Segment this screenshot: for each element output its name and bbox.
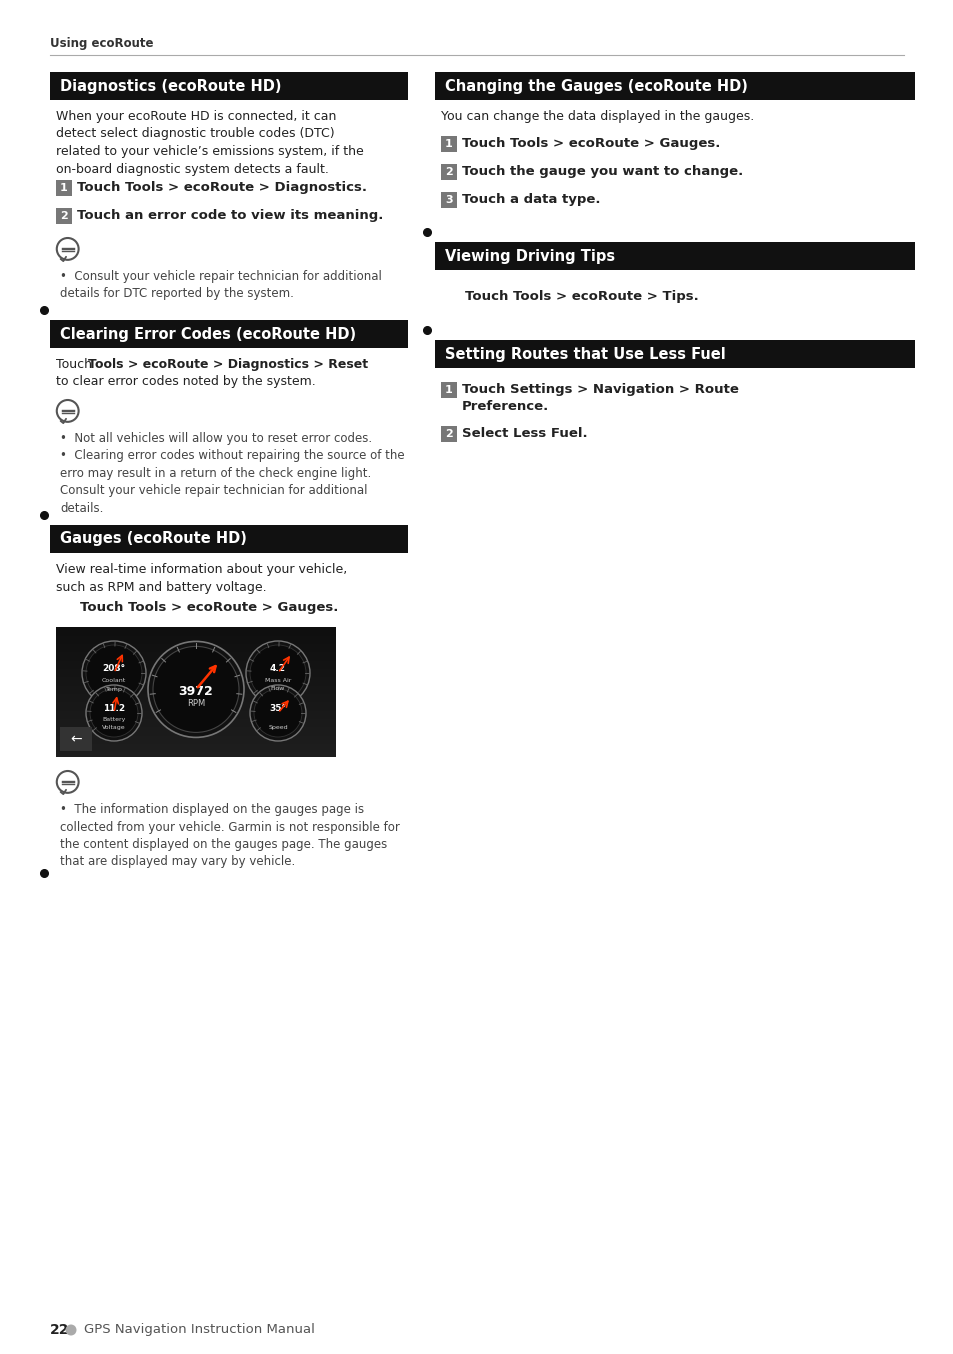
Bar xyxy=(50,72,408,100)
Text: ←: ← xyxy=(71,733,82,746)
Text: Touch an error code to view its meaning.: Touch an error code to view its meaning. xyxy=(77,209,383,222)
Circle shape xyxy=(152,646,239,733)
Bar xyxy=(60,727,91,751)
Text: 1: 1 xyxy=(60,183,68,194)
Bar xyxy=(440,135,456,152)
Text: Touch Tools > ecoRoute > Gauges.: Touch Tools > ecoRoute > Gauges. xyxy=(80,601,338,613)
Bar xyxy=(56,209,71,223)
Text: Touch a data type.: Touch a data type. xyxy=(461,194,599,206)
Bar xyxy=(50,320,408,348)
Circle shape xyxy=(82,640,146,705)
Text: Touch the gauge you want to change.: Touch the gauge you want to change. xyxy=(461,165,742,177)
Text: Battery: Battery xyxy=(102,716,126,722)
Circle shape xyxy=(57,770,78,793)
Text: 208°: 208° xyxy=(102,663,126,673)
Text: 2: 2 xyxy=(60,211,68,221)
Circle shape xyxy=(250,645,306,701)
Text: •  Clearing error codes without repairing the source of the
erro may result in a: • Clearing error codes without repairing… xyxy=(60,450,404,515)
Text: 1: 1 xyxy=(445,385,453,395)
Circle shape xyxy=(253,689,302,737)
Bar xyxy=(50,525,408,552)
Text: 35°: 35° xyxy=(269,704,286,714)
Circle shape xyxy=(246,640,310,705)
Bar xyxy=(440,192,456,209)
Text: to clear error codes noted by the system.: to clear error codes noted by the system… xyxy=(56,375,315,389)
Text: 3: 3 xyxy=(445,195,453,204)
Text: Diagnostics (ecoRoute HD): Diagnostics (ecoRoute HD) xyxy=(60,79,281,93)
Text: Touch Settings > Navigation > Route
Preference.: Touch Settings > Navigation > Route Pref… xyxy=(461,383,739,413)
Text: You can change the data displayed in the gauges.: You can change the data displayed in the… xyxy=(440,110,754,123)
Circle shape xyxy=(250,685,306,741)
Circle shape xyxy=(148,642,244,738)
Bar xyxy=(435,340,914,368)
Bar xyxy=(56,627,335,757)
Bar xyxy=(435,72,914,100)
Text: 4.2: 4.2 xyxy=(270,663,286,673)
Text: Changing the Gauges (ecoRoute HD): Changing the Gauges (ecoRoute HD) xyxy=(444,79,747,93)
Bar xyxy=(440,382,456,398)
Circle shape xyxy=(86,645,142,701)
Text: 2: 2 xyxy=(445,167,453,177)
Text: Touch Tools > ecoRoute > Diagnostics.: Touch Tools > ecoRoute > Diagnostics. xyxy=(77,181,367,194)
Bar xyxy=(56,180,71,196)
Circle shape xyxy=(57,238,78,260)
Text: •  The information displayed on the gauges page is
collected from your vehicle. : • The information displayed on the gauge… xyxy=(60,803,399,868)
Text: Touch Tools > ecoRoute > Tips.: Touch Tools > ecoRoute > Tips. xyxy=(464,290,698,303)
Text: View real-time information about your vehicle,
such as RPM and battery voltage.: View real-time information about your ve… xyxy=(56,563,347,593)
Text: Flow: Flow xyxy=(271,686,285,692)
Text: Clearing Error Codes (ecoRoute HD): Clearing Error Codes (ecoRoute HD) xyxy=(60,326,355,341)
Text: When your ecoRoute HD is connected, it can
detect select diagnostic trouble code: When your ecoRoute HD is connected, it c… xyxy=(56,110,363,176)
Text: Voltage: Voltage xyxy=(102,724,126,730)
Text: Speed: Speed xyxy=(268,724,288,730)
Bar xyxy=(440,427,456,441)
Text: Touch Tools > ecoRoute > Gauges.: Touch Tools > ecoRoute > Gauges. xyxy=(461,137,720,150)
Text: Setting Routes that Use Less Fuel: Setting Routes that Use Less Fuel xyxy=(444,347,725,362)
Text: 3972: 3972 xyxy=(178,685,213,697)
Bar xyxy=(435,242,914,269)
Text: RPM: RPM xyxy=(187,699,205,708)
Circle shape xyxy=(86,685,142,741)
Text: 11.2: 11.2 xyxy=(103,704,125,714)
Text: Gauges (ecoRoute HD): Gauges (ecoRoute HD) xyxy=(60,532,247,547)
Text: Using ecoRoute: Using ecoRoute xyxy=(50,38,153,50)
Text: Touch: Touch xyxy=(56,357,96,371)
Circle shape xyxy=(66,1324,76,1335)
Text: Tools > ecoRoute > Diagnostics > Reset: Tools > ecoRoute > Diagnostics > Reset xyxy=(88,357,368,371)
Text: •  Consult your vehicle repair technician for additional
details for DTC reporte: • Consult your vehicle repair technician… xyxy=(60,269,381,301)
Text: •  Not all vehicles will allow you to reset error codes.: • Not all vehicles will allow you to res… xyxy=(60,432,372,445)
Text: Viewing Driving Tips: Viewing Driving Tips xyxy=(444,249,615,264)
Circle shape xyxy=(90,689,138,737)
Circle shape xyxy=(57,399,78,422)
Text: 22: 22 xyxy=(50,1323,70,1336)
Bar xyxy=(440,164,456,180)
Text: Select Less Fuel.: Select Less Fuel. xyxy=(461,427,587,440)
Text: Coolant: Coolant xyxy=(102,677,126,682)
Text: GPS Navigation Instruction Manual: GPS Navigation Instruction Manual xyxy=(84,1323,314,1336)
Text: 1: 1 xyxy=(445,139,453,149)
Text: 2: 2 xyxy=(445,429,453,439)
Text: Mass Air: Mass Air xyxy=(265,677,291,682)
Text: Temp: Temp xyxy=(106,686,122,692)
